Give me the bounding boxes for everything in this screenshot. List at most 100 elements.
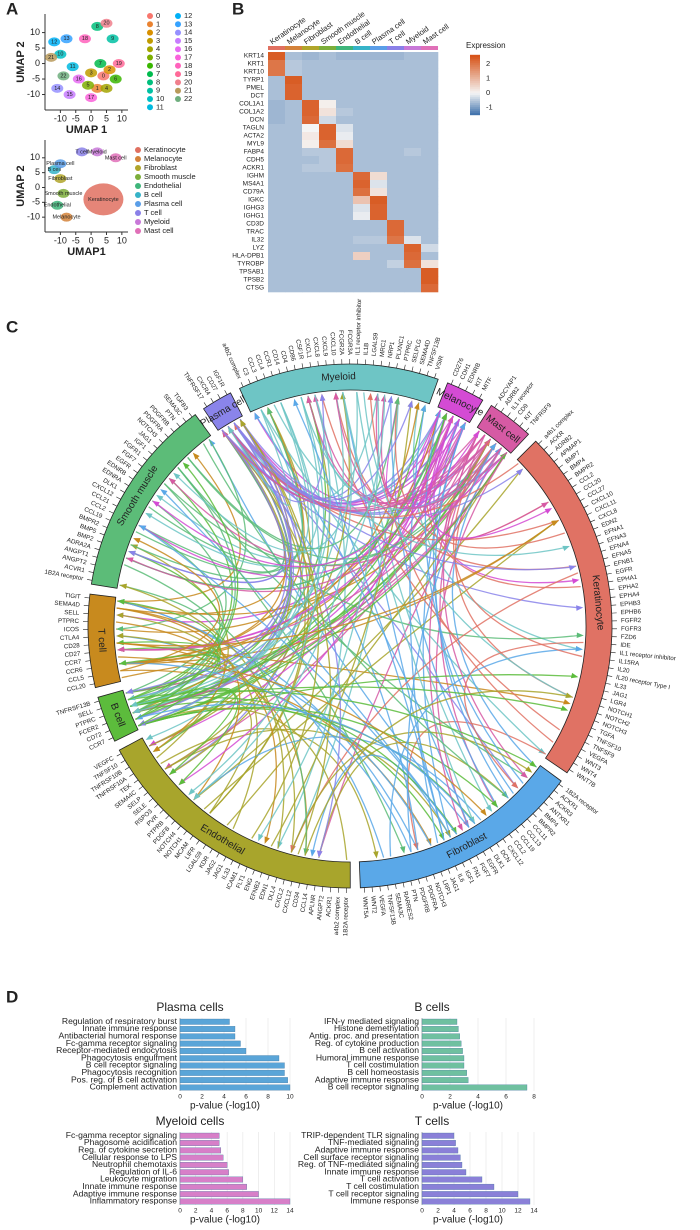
- heat-cell: [336, 244, 354, 253]
- gene-tick: [581, 748, 586, 752]
- bar: [421, 1062, 465, 1069]
- legend-label: 1: [156, 19, 160, 28]
- heat-cell: [370, 60, 388, 69]
- bar: [421, 1147, 459, 1154]
- heat-cell: [370, 116, 388, 125]
- arrowhead: [293, 398, 299, 407]
- cluster: [54, 174, 67, 184]
- cluster-label: Myeloid: [88, 149, 107, 155]
- x-tick-label: 14: [530, 1208, 538, 1215]
- cluster-label: 4: [105, 86, 108, 92]
- cluster: [66, 62, 79, 72]
- arrowhead: [563, 699, 571, 705]
- heat-cell: [302, 140, 320, 149]
- bar: [179, 1147, 222, 1154]
- heat-cell: [302, 92, 320, 101]
- arrowhead: [441, 412, 447, 421]
- gene-tick: [275, 877, 278, 883]
- category-label: Antig. proc. and presentation: [309, 1031, 419, 1041]
- x-tick-label: 6: [225, 1208, 229, 1215]
- gene-label: CD4: [279, 350, 289, 364]
- heat-cell: [370, 140, 388, 149]
- heat-cell: [285, 244, 303, 253]
- heat-cell: [336, 276, 354, 285]
- heat-cell: [302, 108, 320, 117]
- gene-label: FGFR3: [621, 626, 642, 633]
- arrowhead: [316, 850, 323, 858]
- gene-tick: [124, 766, 130, 771]
- link: [116, 607, 226, 751]
- cluster-label: 9: [111, 36, 114, 42]
- bar: [179, 1140, 220, 1146]
- gene-tick: [301, 363, 304, 369]
- bar: [421, 1077, 469, 1084]
- gene-tick: [86, 668, 92, 670]
- category-label: Adaptive immune response: [315, 1074, 419, 1084]
- legend-swatch: [135, 174, 141, 180]
- heat-cell: [353, 172, 371, 181]
- heat-cell: [353, 244, 371, 253]
- gene-label: EPHA4: [619, 591, 640, 600]
- x-tick-label: 0: [178, 1208, 182, 1215]
- link: [141, 402, 314, 725]
- segment: [239, 363, 439, 413]
- link: [141, 707, 348, 861]
- gene-tick: [164, 433, 169, 438]
- link: [241, 422, 467, 505]
- gene-label: IGHM: [247, 173, 264, 180]
- legend-label: 11: [156, 102, 164, 111]
- arrowhead: [399, 846, 406, 854]
- gene-label: ACVR1: [64, 563, 86, 574]
- heat-cell: [387, 268, 405, 277]
- link: [121, 600, 385, 858]
- gene-tick: [433, 874, 436, 880]
- heat-cell: [268, 60, 286, 69]
- heat-cell: [387, 196, 405, 205]
- heat-cell: [353, 60, 371, 69]
- gene-label: SELL: [64, 609, 80, 617]
- gene-label: CCL14: [299, 892, 309, 913]
- gene-tick: [94, 548, 100, 551]
- category-label: Histone demethylation: [334, 1023, 419, 1033]
- heat-cell: [268, 92, 286, 101]
- gene-label: CCR7: [64, 658, 82, 667]
- category-label: Cell surface receptor signaling: [303, 1152, 419, 1162]
- cluster-label: Keratinocyte: [88, 197, 119, 203]
- gene-label: EPHA2: [618, 582, 640, 592]
- gene-label: ICOS: [64, 626, 79, 633]
- gene-tick: [513, 417, 518, 422]
- link: [141, 422, 294, 725]
- heat-cell: [387, 84, 405, 93]
- gene-tick: [601, 549, 607, 552]
- link: [136, 394, 331, 713]
- y-tick-label: 5: [35, 42, 40, 52]
- gene-tick: [610, 651, 616, 654]
- heat-cell: [421, 284, 439, 293]
- legend-gradient: [470, 108, 480, 112]
- arrowhead: [116, 612, 124, 619]
- heat-cell: [370, 228, 388, 237]
- category-label: Leukocyte migration: [100, 1174, 177, 1184]
- heat-cell: [353, 284, 371, 293]
- link: [291, 397, 400, 849]
- x-tick-label: 6: [468, 1208, 472, 1215]
- link: [120, 635, 296, 853]
- heat-cell: [353, 132, 371, 141]
- bar: [421, 1048, 463, 1054]
- link: [229, 429, 519, 519]
- gene-tick: [267, 875, 270, 881]
- heat-cell: [353, 276, 371, 285]
- legend-swatch: [135, 210, 141, 216]
- heat-cell: [336, 164, 354, 173]
- gene-tick: [594, 720, 600, 723]
- gene-label: 1B2A receptor: [342, 897, 350, 936]
- gene-label: CD34: [292, 891, 302, 908]
- gene-label: VEGFA: [377, 895, 386, 917]
- y-tick-label: 5: [35, 167, 40, 177]
- gene-tick: [426, 370, 429, 376]
- bar: [179, 1176, 244, 1183]
- gene-tick: [309, 361, 311, 368]
- gene-tick: [403, 364, 406, 370]
- heat-cell: [336, 156, 354, 165]
